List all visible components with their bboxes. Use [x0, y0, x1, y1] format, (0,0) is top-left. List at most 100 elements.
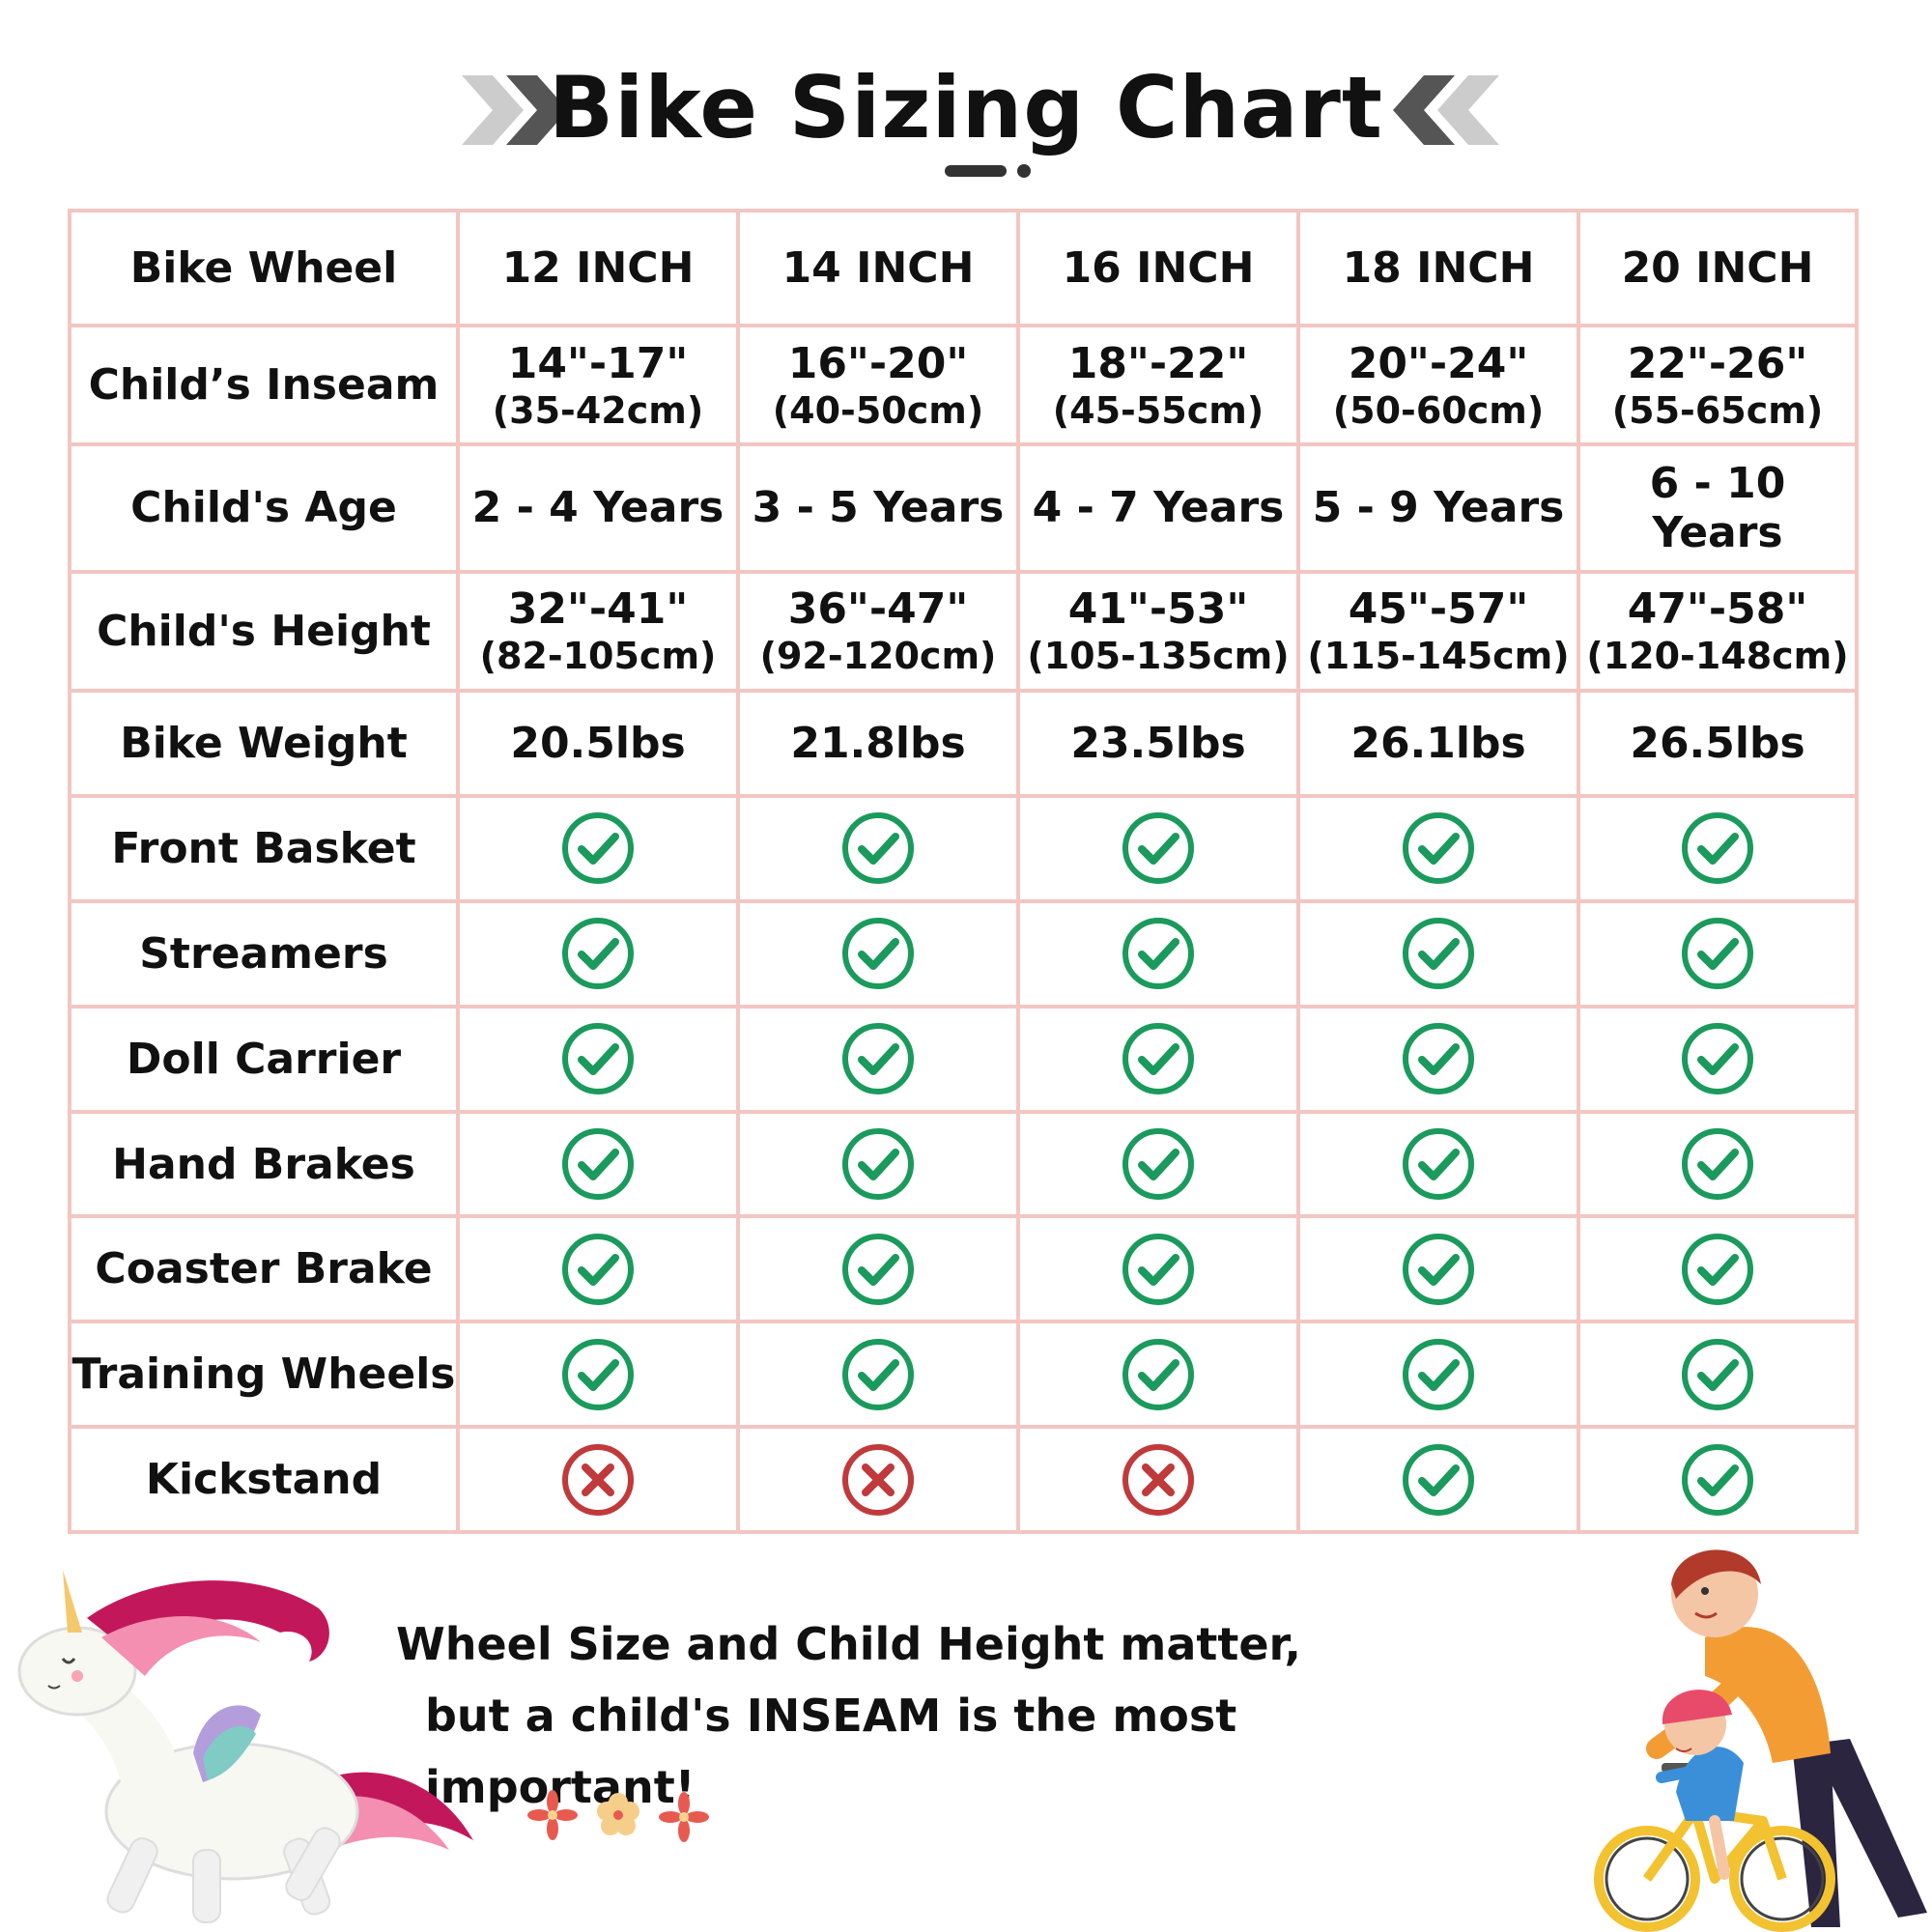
table-cell: 20"-24" (50-60cm) — [1296, 323, 1580, 447]
cell-value-metric: (115-145cm) — [1307, 635, 1570, 678]
table-cell: 41"-53" (105-135cm) — [1016, 569, 1300, 694]
table-cell — [736, 1004, 1020, 1114]
table-cell — [1296, 1425, 1580, 1534]
table-cell — [736, 794, 1020, 903]
cell-value-metric: (35-42cm) — [492, 388, 704, 432]
row-label-child-s-inseam: Child’s Inseam — [68, 323, 460, 447]
table-row: Hand Brakes — [68, 1109, 1859, 1219]
column-header-18-inch: 18 INCH — [1296, 209, 1580, 327]
table-cell — [1577, 794, 1859, 903]
table-cell — [1296, 1214, 1580, 1324]
table-row: Child's Height 32"-41" (82-105cm) 36"-47" (9… — [68, 569, 1859, 694]
check-icon — [842, 918, 914, 990]
check-icon — [1682, 1233, 1753, 1305]
table-cell: 2 - 4 Years — [456, 442, 740, 574]
cell-value-imperial: 16"-20" — [787, 338, 969, 388]
column-header-12-inch: 12 INCH — [456, 209, 740, 327]
check-icon — [842, 1023, 914, 1095]
check-icon — [1403, 918, 1474, 990]
check-icon — [1403, 1338, 1474, 1410]
table-cell — [1016, 1425, 1300, 1534]
note-line-1: Wheel Size and Child Height matter, — [396, 1618, 1301, 1670]
cross-icon — [842, 1443, 914, 1516]
check-icon — [1682, 1338, 1753, 1410]
cell-value-imperial: 32"-41" — [507, 584, 689, 635]
table-cell — [1296, 1004, 1580, 1114]
table-cell — [456, 898, 740, 1009]
table-row: Streamers — [68, 898, 1859, 1009]
table-cell — [1577, 1425, 1859, 1534]
table-row: Coaster Brake — [68, 1214, 1859, 1324]
table-cell — [736, 898, 1020, 1009]
table-cell — [736, 1109, 1020, 1219]
row-label-child-s-age: Child's Age — [68, 442, 460, 574]
table-cell: 6 - 10 Years — [1577, 442, 1859, 574]
check-icon — [1122, 812, 1194, 885]
table-cell — [736, 1214, 1020, 1324]
table-cell: 5 - 9 Years — [1296, 442, 1580, 574]
row-label-streamers: Streamers — [68, 898, 460, 1009]
table-cell: 22"-26" (55-65cm) — [1577, 323, 1859, 447]
check-icon — [1122, 1128, 1194, 1201]
table-cell: 26.1lbs — [1296, 689, 1580, 799]
table-cell: 23.5lbs — [1016, 689, 1300, 799]
check-icon — [1682, 1023, 1753, 1095]
table-cell — [736, 1425, 1020, 1534]
row-label-coaster-brake: Coaster Brake — [68, 1214, 460, 1324]
note-line-2: but a child's INSEAM is the most importa… — [425, 1690, 1237, 1813]
table-cell — [456, 1425, 740, 1534]
cell-value-metric: (82-105cm) — [479, 635, 717, 678]
sizing-table: Bike Wheel 12 INCH 14 INCH 16 INCH 18 INCH 20… — [68, 209, 1859, 1534]
row-label-bike-weight: Bike Weight — [68, 689, 460, 799]
double-chevron-right-icon — [462, 75, 568, 145]
check-icon — [1403, 812, 1474, 885]
row-label-front-basket: Front Basket — [68, 794, 460, 903]
table-cell — [1296, 794, 1580, 903]
cell-value-imperial: 41"-53" — [1067, 584, 1249, 635]
check-icon — [842, 1233, 914, 1305]
cell-value-imperial: 14"-17" — [507, 338, 689, 388]
cell-value-imperial: 36"-47" — [787, 584, 969, 635]
row-label-bike-wheel: Bike Wheel — [68, 209, 460, 327]
table-row: Training Wheels — [68, 1320, 1859, 1430]
table-cell — [456, 1004, 740, 1114]
check-icon — [562, 918, 634, 990]
table-cell: 4 - 7 Years — [1016, 442, 1300, 574]
cell-value-imperial: 47"-58" — [1627, 584, 1808, 635]
table-cell — [1577, 1320, 1859, 1430]
table-cell: 47"-58" (120-148cm) — [1577, 569, 1859, 694]
table-cell — [1016, 1214, 1300, 1324]
check-icon — [1682, 812, 1753, 885]
column-header-14-inch: 14 INCH — [736, 209, 1020, 327]
cell-value-metric: (92-120cm) — [759, 635, 997, 678]
column-header-20-inch: 20 INCH — [1577, 209, 1859, 327]
cell-value-metric: (120-148cm) — [1586, 635, 1849, 678]
cross-icon — [1122, 1443, 1194, 1516]
cell-value-metric: (55-65cm) — [1611, 388, 1824, 432]
cell-value-metric: (40-50cm) — [772, 388, 984, 432]
table-cell — [1016, 794, 1300, 903]
row-label-training-wheels: Training Wheels — [68, 1320, 460, 1430]
table-cell: 26.5lbs — [1577, 689, 1859, 799]
header: Bike Sizing Chart — [0, 39, 1932, 193]
flowers-decoration — [527, 1790, 709, 1842]
double-chevron-left-icon — [1393, 75, 1499, 145]
table-cell — [1016, 898, 1300, 1009]
row-label-hand-brakes: Hand Brakes — [68, 1109, 460, 1219]
table-cell — [1577, 898, 1859, 1009]
table-cell — [1016, 1320, 1300, 1430]
table-cell — [1296, 1320, 1580, 1430]
title-underline-decoration — [945, 164, 1031, 178]
check-icon — [1682, 1128, 1753, 1201]
table-cell — [1577, 1004, 1859, 1114]
cell-value-imperial: 22"-26" — [1627, 338, 1808, 388]
table-cell — [456, 1109, 740, 1219]
cell-value-metric: (105-135cm) — [1027, 635, 1290, 678]
check-icon — [1122, 918, 1194, 990]
row-label-kickstand: Kickstand — [68, 1425, 460, 1534]
header-row: Bike Wheel 12 INCH 14 INCH 16 INCH 18 INCH 20… — [68, 209, 1859, 327]
check-icon — [1122, 1023, 1194, 1095]
check-icon — [562, 1128, 634, 1201]
check-icon — [562, 1023, 634, 1095]
cell-value-imperial: 18"-22" — [1067, 338, 1249, 388]
